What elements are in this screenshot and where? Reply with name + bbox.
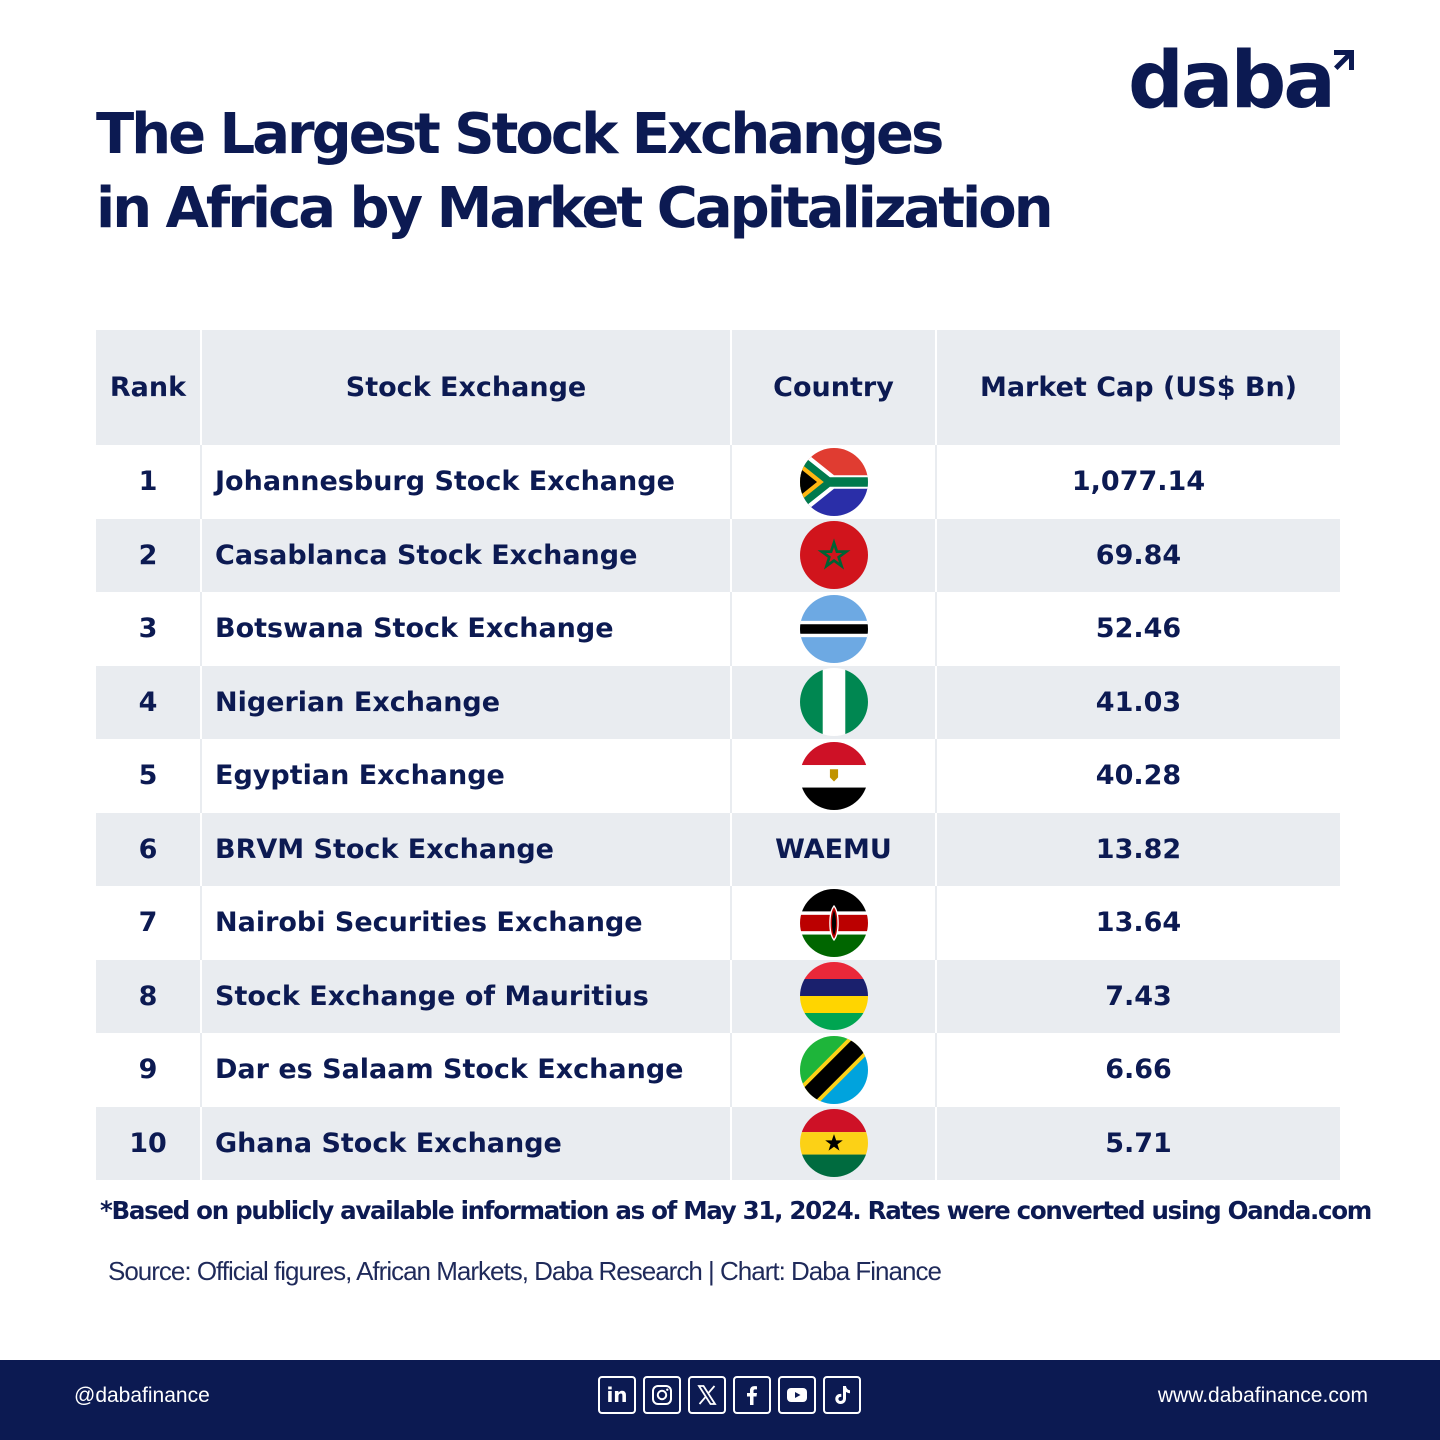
mauritius-flag-icon [799,962,868,1031]
country-cell [731,518,937,592]
linkedin-icon[interactable]: in [598,1376,636,1414]
social-links: in [598,1376,861,1414]
table-row: 1 Johannesburg Stock Exchange 1,077.14 [96,445,1340,519]
south-africa-flag-icon [799,447,868,516]
source-credit: Source: Official figures, African Market… [108,1256,942,1286]
instagram-icon[interactable] [643,1376,681,1414]
country-cell [731,1106,937,1180]
country-cell [731,445,937,519]
market-cap-cell: 41.03 [936,665,1340,739]
header-market-cap: Market Cap (US$ Bn) [936,330,1340,445]
exchange-name-cell: Nairobi Securities Exchange [201,886,732,960]
country-cell [731,739,937,813]
exchange-name-cell: Botswana Stock Exchange [201,592,732,666]
table-row: 3 Botswana Stock Exchange 52.46 [96,592,1340,666]
country-label: WAEMU [775,833,892,865]
x-icon[interactable] [688,1376,726,1414]
country-cell [731,1033,937,1107]
rank-cell: 1 [96,445,202,519]
table-row: 4 Nigerian Exchange 41.03 [96,665,1340,739]
arrow-up-right-icon [1334,50,1354,70]
table-header: Rank Stock Exchange Country Market Cap (… [96,330,1340,445]
exchange-name-cell: Nigerian Exchange [201,665,732,739]
tiktok-icon[interactable] [823,1376,861,1414]
title-line-2: in Africa by Market Capitalization [96,176,1054,241]
morocco-flag-icon [799,521,868,590]
table-row: 9 Dar es Salaam Stock Exchange 6.66 [96,1033,1340,1107]
market-cap-cell: 69.84 [936,518,1340,592]
rank-cell: 10 [96,1106,202,1180]
website-link[interactable]: www.dabafinance.com [1157,1384,1368,1407]
market-cap-cell: 7.43 [936,959,1340,1033]
market-cap-cell: 52.46 [1095,613,1182,645]
market-cap-cell: 13.64 [1095,907,1182,939]
table-row: 6 BRVM Stock Exchange WAEMU 13.82 [96,812,1340,886]
table-row: 8 Stock Exchange of Mauritius 7.43 [96,959,1340,1033]
market-cap-cell: 1,077.14 [1071,466,1206,498]
rank-cell: 8 [96,959,202,1033]
country-cell: WAEMU [731,812,937,886]
country-cell [731,592,937,666]
market-cap-cell: 5.71 [936,1106,1340,1180]
exchange-name-cell: Egyptian Exchange [201,739,732,813]
ghana-flag-icon [799,1109,868,1178]
page-title: The Largest Stock Exchanges in Africa by… [96,98,1054,246]
country-cell [731,665,937,739]
exchange-name-cell: Johannesburg Stock Exchange [201,445,732,519]
tanzania-flag-icon [799,1035,868,1104]
market-cap-cell: 40.28 [1095,760,1182,792]
daba-logo: daba [1128,36,1336,126]
header-stock-exchange: Stock Exchange [201,330,732,445]
youtube-icon[interactable] [778,1376,816,1414]
rank-cell: 7 [96,886,202,960]
rank-cell: 4 [96,665,202,739]
table-row: 2 Casablanca Stock Exchange 69.84 [96,518,1340,592]
linkedin-label: in [606,1383,628,1407]
botswana-flag-icon [799,594,868,663]
rank-cell: 5 [96,739,202,813]
facebook-icon[interactable] [733,1376,771,1414]
country-cell [731,959,937,1033]
title-line-1: The Largest Stock Exchanges [96,102,944,167]
table-row: 10 Ghana Stock Exchange 5.71 [96,1106,1340,1180]
rank-cell: 2 [96,518,202,592]
market-cap-cell: 13.82 [936,812,1340,886]
table-row: 5 Egyptian Exchange 40.28 [96,739,1340,813]
kenya-flag-icon [799,888,868,957]
exchange-table: Rank Stock Exchange Country Market Cap (… [96,330,1340,1180]
rank-cell: 9 [96,1033,202,1107]
country-cell [731,886,937,960]
egypt-flag-icon [799,741,868,810]
exchange-name-cell: Casablanca Stock Exchange [201,518,732,592]
rank-cell: 3 [96,592,202,666]
footnote: *Based on publicly available information… [100,1196,1372,1225]
social-handle: @dabafinance [74,1384,210,1407]
nigeria-flag-icon [799,668,868,737]
exchange-name-cell: Dar es Salaam Stock Exchange [201,1033,732,1107]
header-rank: Rank [96,330,202,445]
exchange-name-cell: BRVM Stock Exchange [201,812,732,886]
market-cap-cell: 6.66 [1105,1054,1172,1086]
exchange-name-cell: Ghana Stock Exchange [201,1106,732,1180]
header-country: Country [731,330,937,445]
footer-bar: @dabafinance in www.dabafinance.com [0,1360,1440,1440]
exchange-name-cell: Stock Exchange of Mauritius [201,959,732,1033]
table-row: 7 Nairobi Securities Exchange 13.64 [96,886,1340,960]
rank-cell: 6 [96,812,202,886]
